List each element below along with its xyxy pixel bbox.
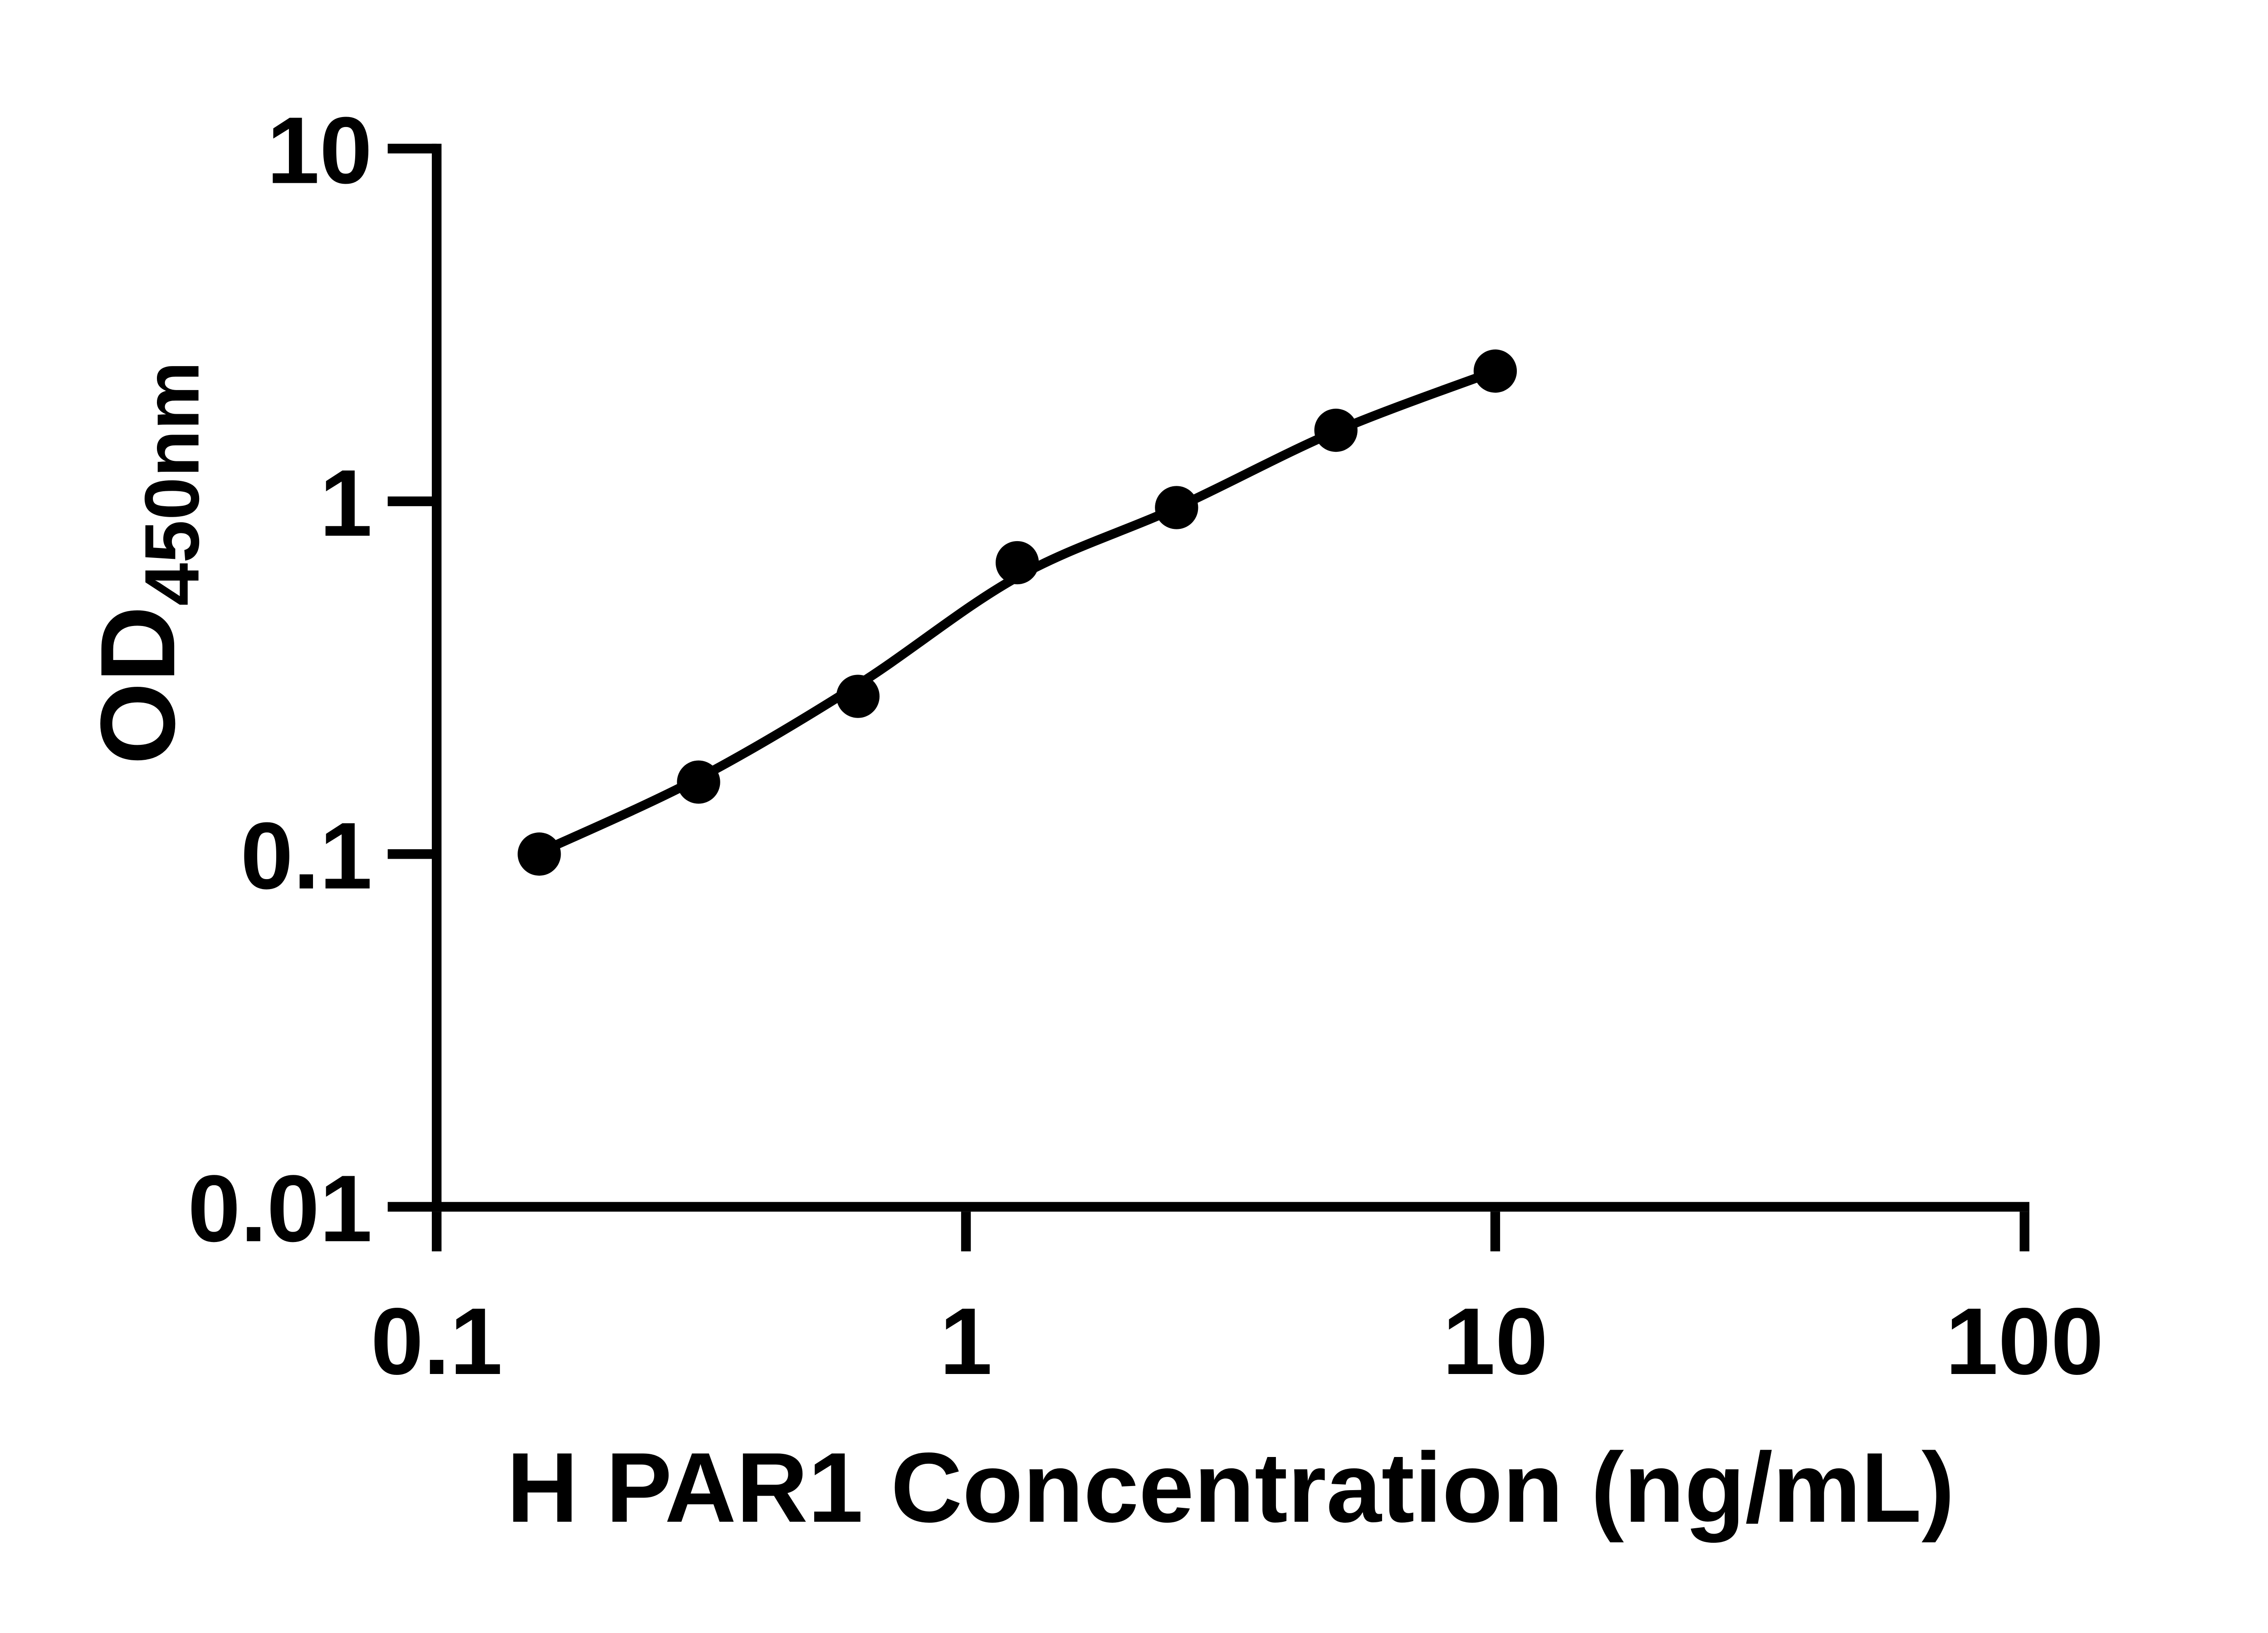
y-axis-title: OD450nm (79, 362, 215, 765)
data-point-marker (518, 832, 561, 876)
elisa-standard-curve-figure: 0.01 0.1 1 10 0.1 1 10 100 H PAR1 Concentration … (0, 0, 2268, 1588)
data-point-marker (1155, 486, 1198, 529)
y-axis-title-subscript: 450nm (129, 362, 215, 606)
y-tick-label: 1 (319, 450, 372, 556)
y-tick-label: 0.01 (188, 1156, 372, 1261)
x-tick-label: 10 (1442, 1289, 1548, 1394)
standard-curve-chart: 0.01 0.1 1 10 0.1 1 10 100 H PAR1 Concentration … (0, 0, 2268, 1588)
x-tick-label: 1 (939, 1289, 992, 1394)
data-point-marker (677, 760, 720, 804)
x-tick-label: 0.1 (371, 1289, 503, 1394)
data-point-marker (836, 675, 880, 718)
chart-background (0, 0, 2268, 1588)
data-point-marker (1473, 349, 1517, 393)
x-axis-title: H PAR1 Concentration (ng/mL) (507, 1433, 1955, 1543)
y-axis-title-main: OD (79, 606, 197, 765)
data-point-marker (995, 541, 1039, 585)
y-tick-label: 10 (267, 98, 372, 203)
data-point-marker (1314, 408, 1358, 452)
y-tick-label: 0.1 (240, 803, 372, 909)
x-tick-label: 100 (1945, 1289, 2104, 1394)
